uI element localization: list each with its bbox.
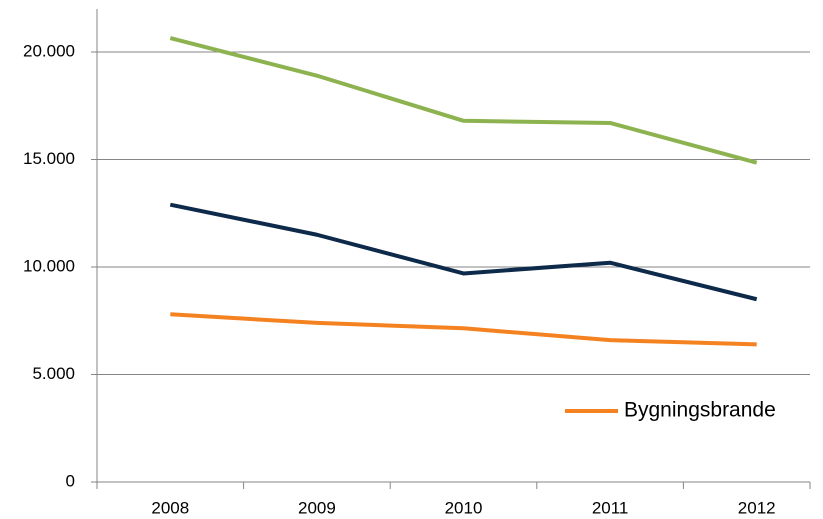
x-tick-label: 2011 (592, 498, 629, 517)
y-tick-label: 0 (66, 471, 75, 490)
x-tick-label: 2008 (151, 498, 189, 517)
y-tick-label: 5.000 (32, 364, 75, 383)
line-series (170, 312, 757, 347)
x-tick-label: 2010 (445, 498, 483, 517)
x-tick-label: 2012 (738, 498, 776, 517)
x-tick-label: 2009 (298, 498, 336, 517)
line-series (169, 202, 758, 302)
legend-label: Bygningsbrande (624, 399, 776, 422)
line-series (169, 36, 758, 165)
y-tick-label: 20.000 (23, 41, 75, 60)
y-tick-label: 15.000 (23, 149, 75, 168)
y-tick-label: 10.000 (23, 256, 75, 275)
